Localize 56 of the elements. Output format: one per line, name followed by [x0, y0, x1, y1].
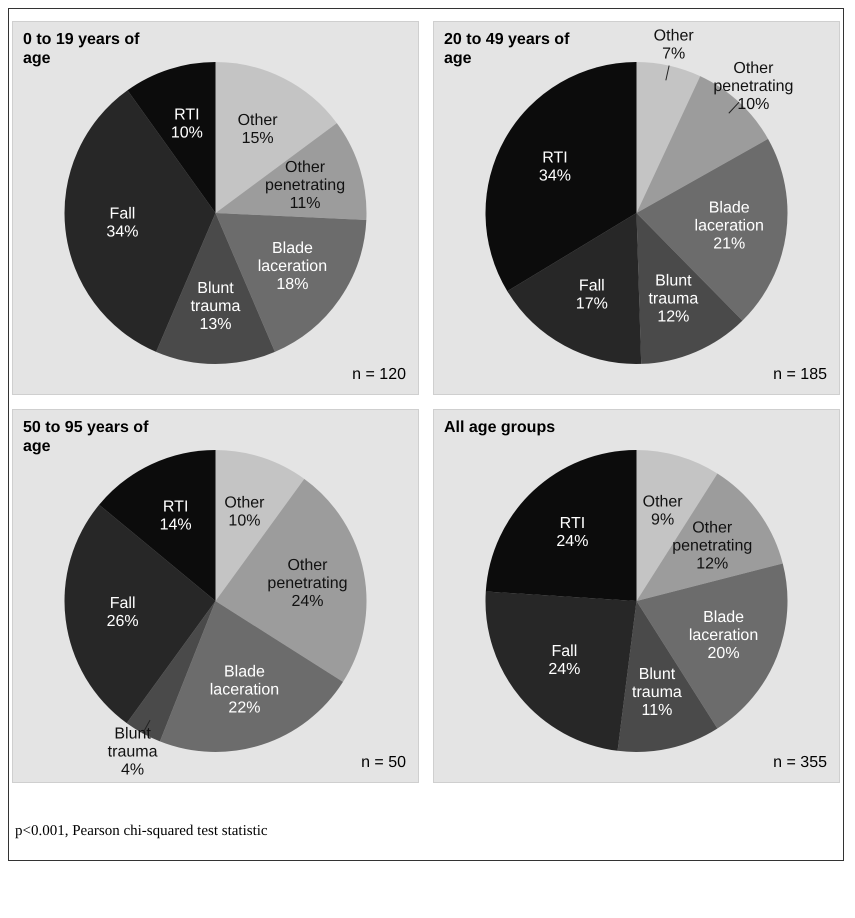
data-label: 10%	[228, 512, 260, 530]
text: 20 to 49 years of age	[444, 30, 570, 68]
slice-label: Blunt trauma	[108, 725, 158, 760]
data-label: 15%	[242, 130, 274, 147]
slice-label: Blade laceration	[210, 663, 280, 698]
data-label: 17%	[576, 296, 608, 313]
data-label: 12%	[657, 308, 690, 326]
data-label: 24%	[548, 661, 580, 678]
data-label: 10%	[170, 124, 203, 142]
slice-label: Other	[224, 494, 266, 512]
data-label: 21%	[713, 235, 746, 252]
data-label: 13%	[199, 316, 232, 334]
data-label: 22%	[228, 699, 260, 716]
text: p<0.001, Pearson chi-squared test statistic	[15, 823, 269, 840]
slice-label: RTI	[174, 106, 200, 124]
data-label: 34%	[538, 167, 571, 184]
data-label: 10%	[737, 96, 770, 114]
slice-label: Blade laceration	[688, 608, 758, 644]
slice-label: Other	[654, 27, 694, 44]
slice-label: Other	[238, 112, 278, 129]
slice-label: Fall	[110, 206, 136, 223]
slice-label: Blunt trauma	[190, 280, 240, 316]
data-label: 11%	[642, 702, 672, 719]
slice-label: Blade laceration	[258, 240, 328, 275]
data-label: 7%	[662, 45, 686, 62]
data-label: 12%	[696, 555, 728, 572]
slice-label: Blade laceration	[694, 199, 764, 234]
text: n = 185	[773, 366, 827, 384]
slice-label: Fall	[551, 643, 578, 660]
slice-label: Blunt trauma	[648, 272, 698, 308]
data-label: 26%	[106, 613, 139, 630]
data-label: 11%	[290, 195, 320, 212]
data-label: 24%	[291, 592, 324, 610]
slice-label: RTI	[560, 515, 586, 532]
slice-label: RTI	[162, 498, 188, 516]
data-label: 24%	[556, 533, 588, 550]
slice-label: Other penetrating	[267, 556, 348, 592]
text: n = 50	[361, 754, 406, 772]
slice-label: Blunt trauma	[632, 666, 682, 701]
slice-label: Other penetrating	[265, 159, 346, 194]
slice-label: Other penetrating	[713, 60, 794, 96]
chart-title: 0 to 19 years of age	[23, 30, 140, 68]
data-label: 20%	[708, 644, 740, 662]
text: n = 355	[773, 754, 827, 772]
slice-label: Fall	[578, 278, 605, 295]
data-label: 18%	[276, 276, 308, 293]
data-label: 9%	[651, 512, 674, 529]
chart-title: 50 to 95 years of age	[23, 418, 150, 456]
chart-title: All age groups	[444, 418, 556, 437]
slice-label: Fall	[110, 595, 136, 612]
data-label: 34%	[106, 224, 138, 241]
slice-label: RTI	[542, 149, 568, 166]
data-label: 4%	[121, 761, 144, 778]
slice-label: Other	[642, 494, 684, 511]
text: n = 120	[352, 366, 406, 384]
data-label: 14%	[160, 516, 192, 534]
